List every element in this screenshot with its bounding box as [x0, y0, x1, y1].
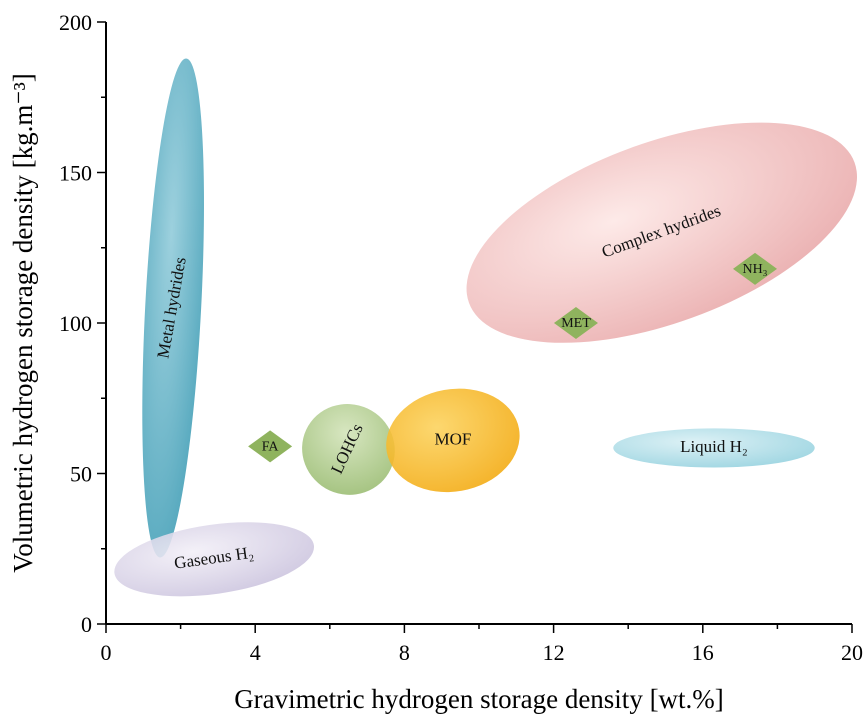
point-diamond	[248, 430, 293, 463]
point-3: NH₃	[733, 252, 778, 285]
point-label: FA	[262, 440, 280, 455]
point-label: NH₃	[742, 262, 767, 277]
point-1: FA	[248, 430, 293, 463]
y-tick-label: 50	[70, 462, 92, 487]
x-tick-label: 0	[101, 640, 112, 665]
x-tick-label: 16	[692, 640, 714, 665]
x-tick-label: 20	[841, 640, 863, 665]
region-ellipse	[466, 122, 858, 343]
regions-layer: Metal hydrides Complex hydrides Gaseous H₂…	[114, 58, 858, 597]
x-tick-label: 12	[543, 640, 565, 665]
region-ellipse	[114, 522, 315, 597]
region-6: Liquid H₂	[613, 428, 815, 468]
points-layer: FA MET NH₃	[248, 252, 778, 463]
point-2: MET	[553, 307, 598, 339]
point-diamond	[553, 307, 598, 339]
region-3: Gaseous H₂	[114, 522, 315, 597]
y-axis-title: Volumetric hydrogen storage density [kg.…	[8, 73, 38, 573]
point-label: MET	[561, 316, 591, 331]
region-ellipse	[142, 58, 204, 558]
region-label: Liquid H₂	[680, 437, 748, 456]
region-ellipse	[302, 404, 395, 495]
y-tick-label: 200	[59, 10, 92, 35]
x-tick-label: 4	[250, 640, 261, 665]
region-4: LOHCs	[302, 404, 395, 495]
region-2: Complex hydrides	[466, 122, 858, 343]
point-diamond	[733, 252, 778, 285]
region-1: Metal hydrides	[142, 58, 204, 558]
region-ellipse	[613, 428, 815, 468]
x-tick-label: 8	[399, 640, 410, 665]
x-axis-title: Gravimetric hydrogen storage density [wt…	[234, 684, 724, 714]
y-tick-label: 150	[59, 161, 92, 186]
region-5: MOF	[386, 388, 520, 493]
y-tick-label: 100	[59, 311, 92, 336]
region-ellipse	[386, 388, 520, 493]
region-label: MOF	[434, 429, 471, 448]
y-tick-label: 0	[81, 612, 92, 637]
